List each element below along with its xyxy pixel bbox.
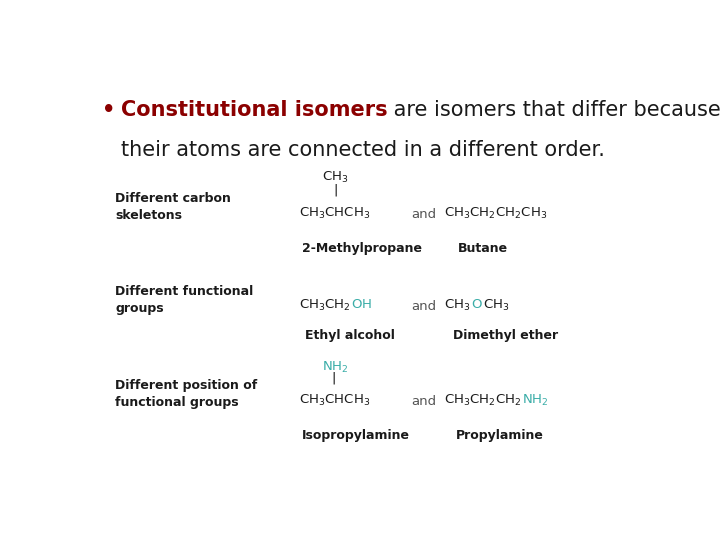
Text: Propylamine: Propylamine: [456, 429, 544, 442]
Text: and: and: [411, 395, 436, 408]
Text: |: |: [332, 372, 336, 385]
Text: Butane: Butane: [459, 241, 508, 254]
Text: their atoms are connected in a different order.: their atoms are connected in a different…: [121, 140, 605, 160]
Text: $\mathregular{NH_2}$: $\mathregular{NH_2}$: [522, 393, 549, 408]
Text: Different position of
functional groups: Different position of functional groups: [115, 379, 257, 409]
Text: $\mathregular{OH}$: $\mathregular{OH}$: [351, 298, 372, 310]
Text: •: •: [102, 100, 116, 120]
Text: Isopropylamine: Isopropylamine: [302, 429, 410, 442]
Text: $\mathregular{CH_3CH_2}$: $\mathregular{CH_3CH_2}$: [300, 298, 351, 313]
Text: $\mathregular{CH_3CHCH_3}$: $\mathregular{CH_3CHCH_3}$: [300, 393, 371, 408]
Text: 2-Methylpropane: 2-Methylpropane: [302, 241, 422, 254]
Text: $\mathregular{CH_3}$: $\mathregular{CH_3}$: [482, 298, 509, 313]
Text: and: and: [411, 208, 436, 221]
Text: $\mathregular{CH_3}$: $\mathregular{CH_3}$: [444, 298, 471, 313]
Text: Different functional
groups: Different functional groups: [115, 285, 253, 315]
Text: and: and: [411, 300, 436, 313]
Text: $\mathregular{CH_3CHCH_3}$: $\mathregular{CH_3CHCH_3}$: [300, 206, 371, 221]
Text: $\mathregular{NH_2}$: $\mathregular{NH_2}$: [322, 360, 348, 375]
Text: Different carbon
skeletons: Different carbon skeletons: [115, 192, 231, 221]
Text: $\mathregular{CH_3CH_2CH_2CH_3}$: $\mathregular{CH_3CH_2CH_2CH_3}$: [444, 206, 547, 221]
Text: Constitutional isomers: Constitutional isomers: [121, 100, 387, 120]
Text: |: |: [334, 184, 338, 197]
Text: $\mathregular{CH_3CH_2CH_2}$: $\mathregular{CH_3CH_2CH_2}$: [444, 393, 522, 408]
Text: $\mathregular{CH_3}$: $\mathregular{CH_3}$: [322, 170, 348, 185]
Text: Ethyl alcohol: Ethyl alcohol: [305, 329, 395, 342]
Text: $\mathregular{O}$: $\mathregular{O}$: [471, 298, 482, 310]
Text: Dimethyl ether: Dimethyl ether: [453, 329, 558, 342]
Text: are isomers that differ because: are isomers that differ because: [387, 100, 720, 120]
